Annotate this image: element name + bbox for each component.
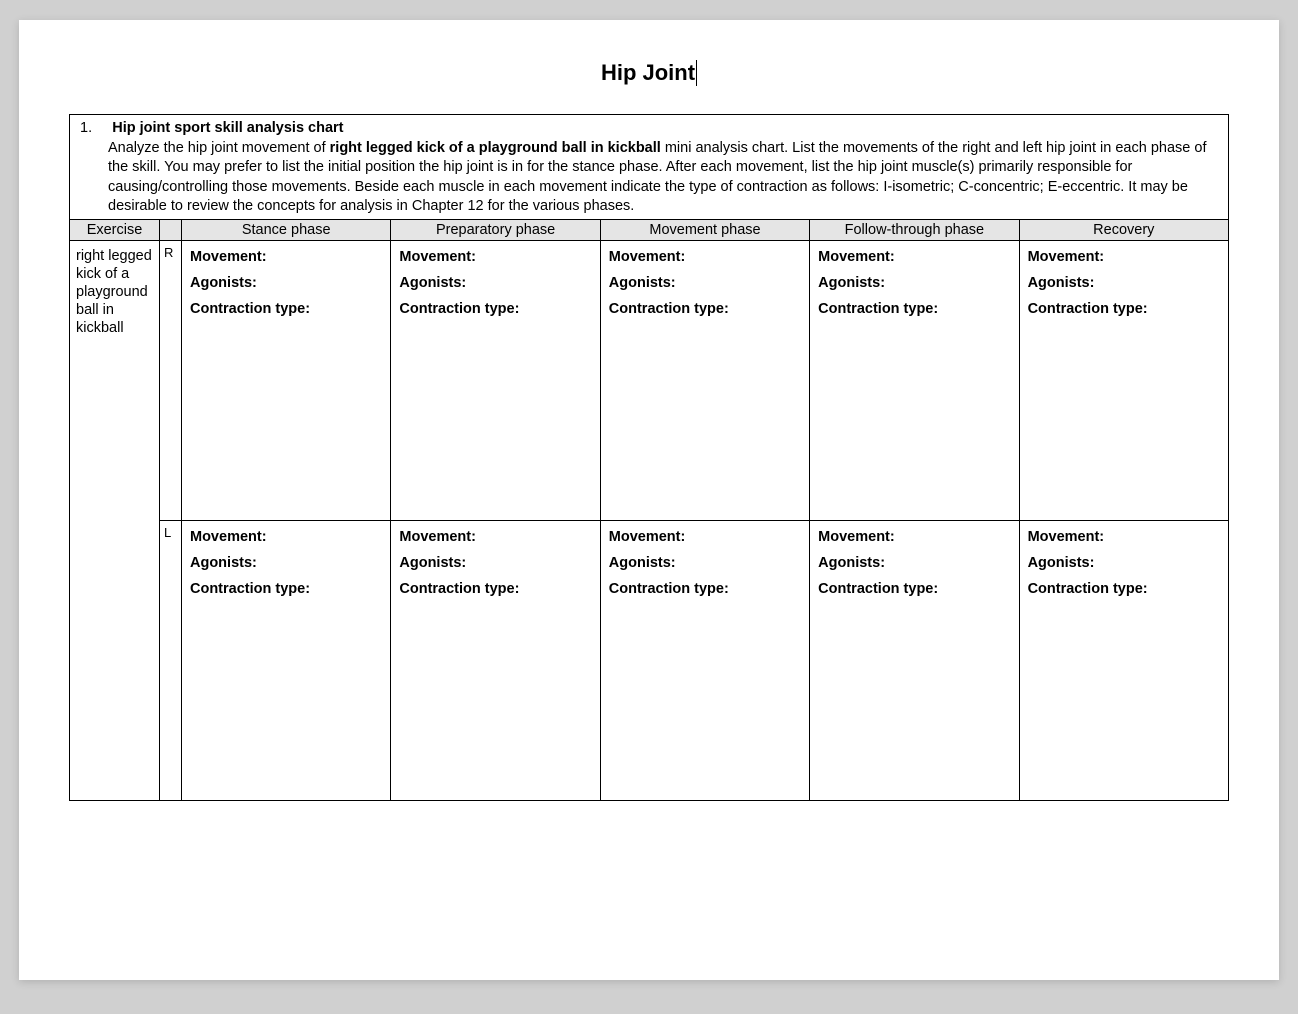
row-left: L Movement: Agonists: Contraction type: … [70, 520, 1229, 800]
label-contraction: Contraction type: [190, 301, 382, 317]
cell-l-recovery: Movement: Agonists: Contraction type: [1019, 520, 1228, 800]
label-movement: Movement: [818, 249, 1010, 265]
header-recovery: Recovery [1019, 219, 1228, 240]
header-followthrough: Follow-through phase [810, 219, 1019, 240]
label-movement: Movement: [399, 249, 591, 265]
label-contraction: Contraction type: [609, 581, 801, 597]
label-movement: Movement: [190, 249, 382, 265]
label-movement: Movement: [1028, 249, 1220, 265]
title-text: Hip Joint [601, 60, 697, 86]
label-contraction: Contraction type: [1028, 581, 1220, 597]
label-agonists: Agonists: [1028, 275, 1220, 291]
cell-l-preparatory: Movement: Agonists: Contraction type: [391, 520, 600, 800]
cell-r-stance: Movement: Agonists: Contraction type: [182, 240, 391, 520]
instructions-line1: 1. Hip joint sport skill analysis chart [80, 119, 1218, 139]
header-preparatory: Preparatory phase [391, 219, 600, 240]
document-page: Hip Joint 1. Hip joint sport skill analy… [19, 20, 1279, 980]
label-movement: Movement: [609, 529, 801, 545]
row-right: right legged kick of a playground ball i… [70, 240, 1229, 520]
label-agonists: Agonists: [818, 555, 1010, 571]
cell-r-movement: Movement: Agonists: Contraction type: [600, 240, 809, 520]
instruction-heading: Hip joint sport skill analysis chart [112, 120, 343, 136]
side-r: R [160, 240, 182, 520]
label-movement: Movement: [818, 529, 1010, 545]
cell-l-movement: Movement: Agonists: Contraction type: [600, 520, 809, 800]
label-agonists: Agonists: [190, 555, 382, 571]
header-row: Exercise Stance phase Preparatory phase … [70, 219, 1229, 240]
instructions-box: 1. Hip joint sport skill analysis chart … [69, 114, 1229, 219]
cell-l-followthrough: Movement: Agonists: Contraction type: [810, 520, 1019, 800]
label-agonists: Agonists: [818, 275, 1010, 291]
label-contraction: Contraction type: [818, 301, 1010, 317]
instruction-bold: right legged kick of a playground ball i… [330, 140, 661, 156]
label-contraction: Contraction type: [399, 301, 591, 317]
header-exercise: Exercise [70, 219, 160, 240]
exercise-label-cell: right legged kick of a playground ball i… [70, 240, 160, 800]
label-movement: Movement: [609, 249, 801, 265]
label-agonists: Agonists: [399, 555, 591, 571]
header-movement: Movement phase [600, 219, 809, 240]
label-agonists: Agonists: [190, 275, 382, 291]
cell-r-recovery: Movement: Agonists: Contraction type: [1019, 240, 1228, 520]
side-l: L [160, 520, 182, 800]
label-contraction: Contraction type: [1028, 301, 1220, 317]
analysis-chart: Exercise Stance phase Preparatory phase … [69, 219, 1229, 801]
label-contraction: Contraction type: [190, 581, 382, 597]
cell-r-followthrough: Movement: Agonists: Contraction type: [810, 240, 1019, 520]
page-title: Hip Joint [69, 60, 1229, 86]
instruction-number: 1. [80, 120, 92, 136]
instruction-body: Analyze the hip joint movement of right … [108, 139, 1218, 217]
label-contraction: Contraction type: [818, 581, 1010, 597]
label-movement: Movement: [190, 529, 382, 545]
cell-r-preparatory: Movement: Agonists: Contraction type: [391, 240, 600, 520]
label-movement: Movement: [1028, 529, 1220, 545]
header-stance: Stance phase [182, 219, 391, 240]
instruction-pre: Analyze the hip joint movement of [108, 140, 330, 156]
header-side-blank [160, 219, 182, 240]
label-agonists: Agonists: [399, 275, 591, 291]
label-contraction: Contraction type: [399, 581, 591, 597]
label-agonists: Agonists: [609, 275, 801, 291]
label-agonists: Agonists: [1028, 555, 1220, 571]
label-contraction: Contraction type: [609, 301, 801, 317]
label-agonists: Agonists: [609, 555, 801, 571]
cell-l-stance: Movement: Agonists: Contraction type: [182, 520, 391, 800]
label-movement: Movement: [399, 529, 591, 545]
